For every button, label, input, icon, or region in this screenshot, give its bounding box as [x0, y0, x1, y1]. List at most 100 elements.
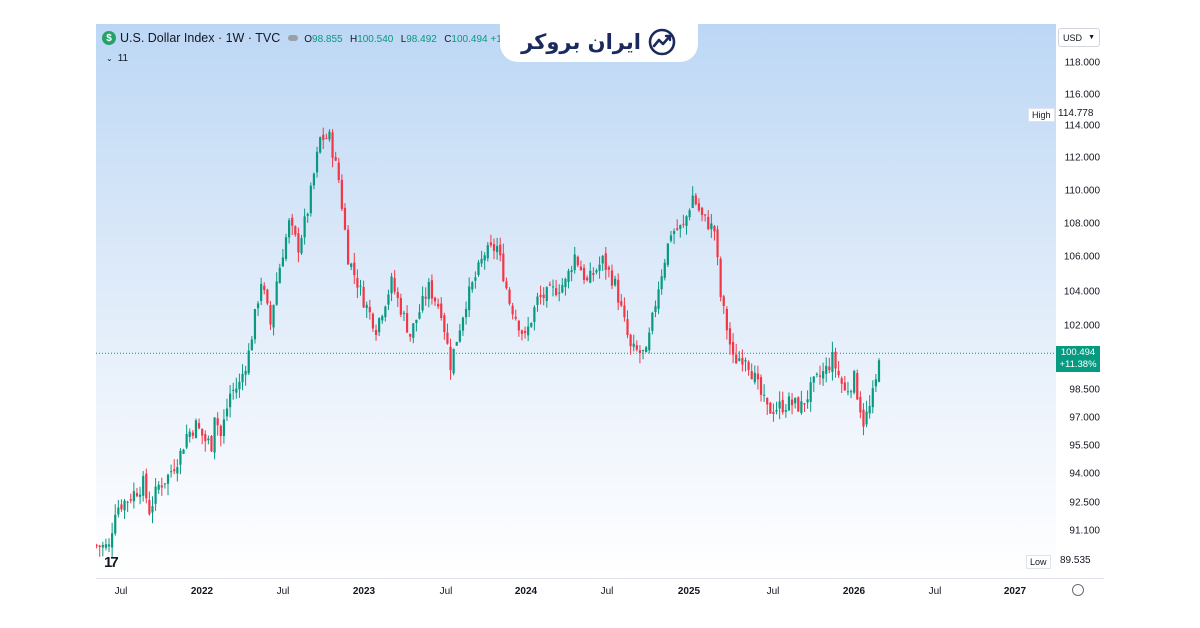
candle-body [284, 237, 288, 259]
candle-body [477, 262, 480, 275]
candle-body [256, 303, 260, 309]
candle-body [350, 263, 353, 268]
candle-body [312, 173, 316, 186]
candle-body [679, 225, 682, 229]
brand-logo: ایران بروکر [500, 22, 698, 62]
candle-body [278, 267, 281, 284]
chart-frame[interactable]: $ U.S. Dollar Index · 1W · TVC O98.855 H… [96, 22, 1104, 603]
candle-body [353, 262, 356, 276]
candle-body [716, 229, 719, 258]
plot-area[interactable]: $ U.S. Dollar Index · 1W · TVC O98.855 H… [96, 24, 1056, 578]
candle-body [163, 483, 167, 485]
candle-body [300, 238, 303, 254]
candle-body [654, 306, 657, 313]
candle-body [632, 343, 635, 347]
visibility-icon[interactable] [288, 35, 299, 41]
candle-body [856, 373, 859, 400]
candle-body [452, 348, 455, 374]
candle-body [682, 223, 685, 225]
candle-body [129, 499, 132, 501]
candle-body [794, 398, 797, 404]
candle-body [263, 285, 266, 291]
candle-body [378, 318, 381, 333]
candle-body [424, 296, 427, 299]
time-axis[interactable]: Jul 2022 Jul 2023 Jul 2024 Jul 2025 Jul 2026 Jul 20… [96, 578, 1104, 603]
candle-body [396, 292, 399, 299]
candle-body [328, 131, 331, 140]
candle-body [598, 264, 601, 271]
price-tick-label: 110.000 [1064, 185, 1100, 197]
candle-body [756, 373, 760, 380]
high-label: H [349, 34, 358, 45]
candle-body [483, 255, 486, 261]
candle-body [542, 294, 545, 298]
time-tick-label: Jul [928, 586, 942, 597]
candle-body [853, 371, 856, 393]
candle-body [145, 473, 148, 499]
candle-body [787, 396, 791, 411]
candle-body [421, 296, 424, 311]
candle-body [865, 411, 868, 425]
price-tick-label: 91.100 [1069, 525, 1100, 537]
high-value: 100.540 [357, 34, 394, 45]
candle-body [166, 474, 170, 484]
candle-body [694, 195, 697, 205]
candle-body [337, 162, 340, 181]
candle-body [191, 432, 194, 436]
price-axis[interactable]: 118.000 116.000 114.000 112.000 110.000 108.0… [1056, 24, 1104, 578]
indicators-count: 11 [117, 53, 129, 64]
candle-body [216, 418, 219, 426]
candle-body [635, 345, 638, 350]
candle-body [412, 323, 415, 338]
settings-icon[interactable] [1072, 584, 1084, 596]
candle-body [539, 294, 542, 297]
high-tag-value: 114.778 [1058, 108, 1094, 119]
candle-body [784, 410, 787, 412]
candle-body [589, 270, 592, 283]
candle-body [471, 282, 474, 290]
candle-body [657, 289, 660, 309]
candle-body [523, 330, 527, 334]
low-tag-value: 89.535 [1060, 555, 1091, 566]
candle-body [418, 312, 421, 319]
time-tick-label: Jul [766, 586, 780, 597]
candle-body [458, 330, 461, 342]
symbol-title[interactable]: U.S. Dollar Index · 1W · TVC [120, 31, 281, 45]
candle-body [346, 229, 350, 265]
candle-body [731, 341, 735, 355]
candle-body [846, 391, 850, 393]
candle-body [173, 469, 176, 472]
candle-body [107, 544, 111, 547]
price-tick-label: 94.000 [1069, 468, 1100, 480]
candle-body [735, 354, 738, 364]
candle-body [592, 273, 595, 275]
candle-body [409, 333, 412, 337]
price-tick-label: 106.000 [1063, 251, 1100, 263]
candle-body [281, 257, 284, 267]
candle-body [120, 504, 123, 510]
candle-body [250, 339, 253, 351]
candle-body [123, 500, 126, 511]
candle-body [182, 449, 185, 454]
candle-body [132, 491, 135, 502]
candle-body [871, 388, 874, 408]
candlestick-chart[interactable] [96, 24, 1056, 578]
candle-body [769, 402, 772, 414]
indicators-toggle[interactable]: ⌄ 11 [106, 53, 128, 64]
candle-body [232, 389, 235, 391]
tradingview-logo[interactable]: 17 [104, 554, 119, 571]
candle-body [405, 313, 409, 333]
candle-body [235, 388, 238, 393]
candle-body [238, 381, 241, 390]
candle-body [319, 137, 322, 153]
candle-body [253, 309, 257, 340]
candle-body [548, 284, 551, 286]
last-price-value: 100.494 [1060, 347, 1096, 358]
candle-body [464, 308, 468, 318]
currency-select[interactable]: USD ▼ [1058, 28, 1100, 47]
brand-chart-icon [648, 28, 676, 56]
candle-body [449, 346, 452, 371]
candle-body [287, 220, 291, 238]
candle-body [672, 231, 676, 235]
candle-body [825, 365, 828, 374]
